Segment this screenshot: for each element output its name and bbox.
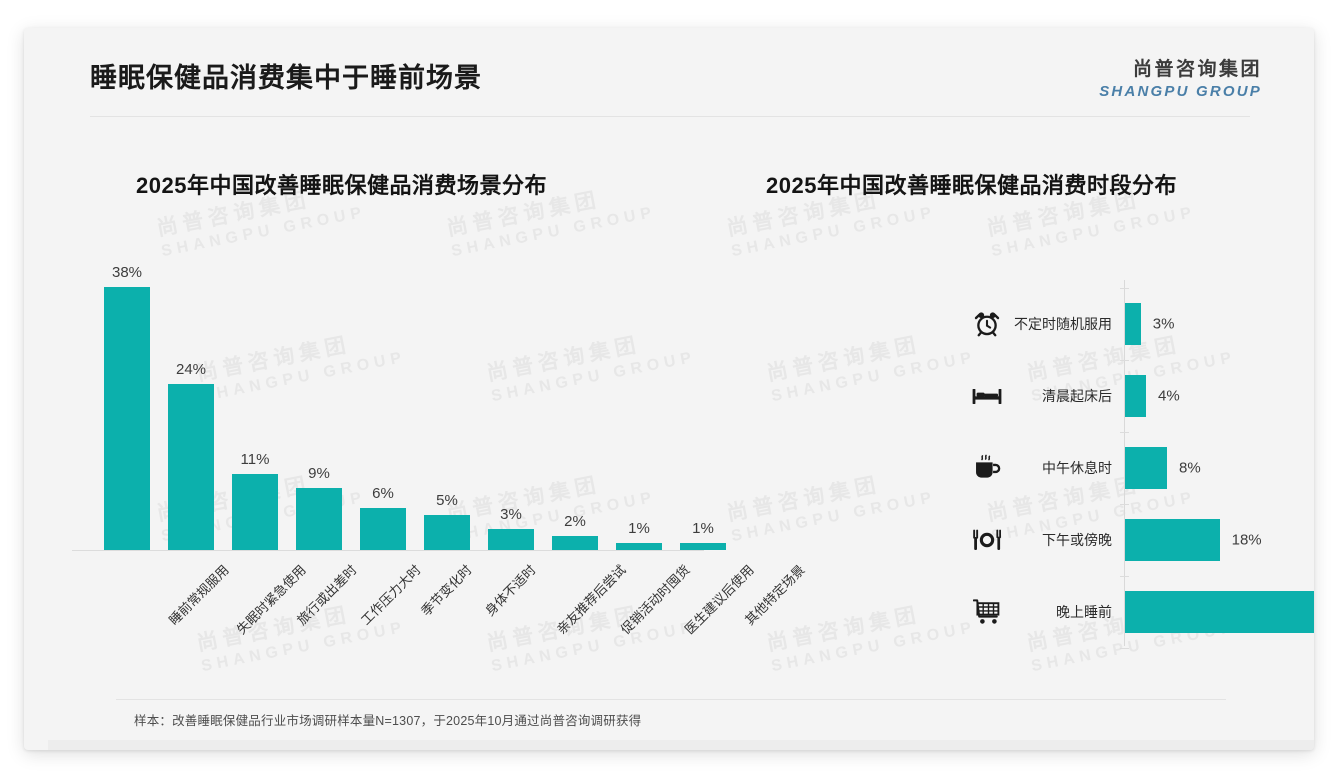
- column-bar-item[interactable]: 5%: [424, 243, 470, 550]
- slide-card: 尚普咨询集团 SHANGPU GROUP 尚普咨询集团 SHANGPU GROUP 尚普…: [24, 28, 1314, 750]
- horizontal-bar-value-label: 3%: [1152, 315, 1175, 333]
- column-bar-item[interactable]: 2%: [552, 243, 598, 550]
- column-bar-item[interactable]: 6%: [360, 243, 406, 550]
- column-bar-value-label: 6%: [372, 485, 394, 503]
- slide-header: 睡眠保健品消费集中于睡前场景 尚普咨询集团 SHANGPU GROUP: [24, 28, 1314, 120]
- column-bar[interactable]: [296, 487, 342, 550]
- bar-axis-tick: [1120, 288, 1129, 289]
- right-chart-title: 2025年中国改善睡眠保健品消费时段分布: [766, 173, 1177, 198]
- bar-axis-tick: [1120, 360, 1129, 361]
- bar-chart-row[interactable]: 下午或傍晚 18%: [724, 504, 1284, 576]
- horizontal-bar[interactable]: [1125, 519, 1220, 561]
- column-category-label: 睡前常规服用: [165, 562, 232, 628]
- dinner-plate-icon: [972, 525, 1002, 555]
- horizontal-bar-value-label: 18%: [1231, 531, 1262, 549]
- column-bar-item[interactable]: 9%: [296, 243, 342, 550]
- footnote-divider: [116, 699, 1226, 700]
- horizontal-bar-value-label: 4%: [1158, 387, 1180, 405]
- alarm-clock-icon: [972, 309, 1002, 339]
- header-divider: [90, 116, 1250, 117]
- column-bar-value-label: 11%: [240, 450, 270, 468]
- bar-category-label: 清晨起床后: [1042, 388, 1112, 404]
- bar-chart-row[interactable]: 中午休息时 8%: [724, 432, 1284, 504]
- column-bar-value-label: 5%: [436, 492, 458, 510]
- column-bar[interactable]: [232, 473, 278, 550]
- column-category-label: 身体不适时: [482, 562, 539, 619]
- logo-english-text: SHANGPU GROUP: [1099, 83, 1262, 100]
- column-bar-value-label: 24%: [175, 360, 207, 378]
- column-category-label: 季节变化时: [418, 562, 475, 619]
- footnote-text: 样本：改善睡眠保健品行业市场调研样本量N=1307，于2025年10月通过尚普咨…: [134, 714, 642, 728]
- bar-axis-tick: [1120, 432, 1129, 433]
- column-chart-baseline: [72, 550, 704, 551]
- column-bar-value-label: 3%: [500, 506, 522, 524]
- scene-distribution-chart: 38% 24% 11% 9% 6% 5% 3% 2% 1% 1%: [64, 243, 726, 563]
- column-chart-category-labels: 睡前常规服用 失眠时紧急使用 旅行或出差时 工作压力大时 季节变化时 身体不适时 亲友推荐后…: [64, 556, 808, 686]
- bar-axis-tick: [1120, 648, 1129, 649]
- bar-chart-row[interactable]: 晚上睡前67%: [724, 576, 1314, 648]
- column-bar[interactable]: [680, 543, 726, 550]
- logo-chinese-text: 尚普咨询集团: [1132, 59, 1262, 80]
- column-bar[interactable]: [424, 515, 470, 550]
- page-title: 睡眠保健品消费集中于睡前场景: [90, 63, 482, 93]
- horizontal-bar[interactable]: [1125, 303, 1141, 345]
- column-bar-item[interactable]: 1%: [680, 243, 726, 550]
- shopping-cart-icon: [972, 597, 1002, 627]
- bar-axis-tick: [1120, 576, 1129, 577]
- bar-chart-axis-line: [1124, 280, 1125, 646]
- bar-axis-tick: [1120, 504, 1129, 505]
- horizontal-bar-value-label: 8%: [1179, 459, 1201, 477]
- column-category-label: 失眠时紧急使用: [233, 562, 309, 638]
- column-bar-value-label: 1%: [628, 520, 650, 538]
- brand-logo: 尚普咨询集团 SHANGPU GROUP: [1099, 54, 1262, 100]
- column-bar[interactable]: [616, 543, 662, 550]
- bar-category-label: 晚上睡前: [1056, 604, 1112, 620]
- horizontal-bar[interactable]: [1125, 591, 1314, 633]
- column-bar-item[interactable]: 38%: [104, 243, 150, 550]
- coffee-mug-icon: [972, 453, 1002, 483]
- horizontal-bar[interactable]: [1125, 447, 1168, 489]
- column-bar-value-label: 2%: [564, 513, 586, 531]
- column-bar-item[interactable]: 11%: [232, 243, 278, 550]
- horizontal-bar[interactable]: [1125, 375, 1147, 417]
- column-bar-item[interactable]: 1%: [616, 243, 662, 550]
- column-bar-value-label: 9%: [308, 464, 330, 482]
- bar-category-label: 不定时随机服用: [1014, 316, 1112, 332]
- column-bar-value-label: 38%: [111, 263, 143, 281]
- bar-chart-row[interactable]: 清晨起床后 4%: [724, 360, 1284, 432]
- column-bar[interactable]: [552, 536, 598, 550]
- column-bar-item[interactable]: 24%: [168, 243, 214, 550]
- bar-category-label: 中午休息时: [1042, 460, 1112, 476]
- left-chart-title: 2025年中国改善睡眠保健品消费场景分布: [136, 173, 547, 198]
- column-bar[interactable]: [168, 383, 214, 550]
- column-plot-area: 38% 24% 11% 9% 6% 5% 3% 2% 1% 1%: [64, 243, 726, 550]
- column-bar[interactable]: [360, 508, 406, 550]
- column-category-label: 工作压力大时: [357, 562, 424, 628]
- column-bar-value-label: 1%: [692, 520, 714, 538]
- bed-icon: [972, 381, 1002, 411]
- bar-chart-row[interactable]: 不定时随机服用 3%: [724, 288, 1284, 360]
- column-bar[interactable]: [104, 286, 150, 550]
- time-distribution-chart: 不定时随机服用 3% 清晨起床后 4% 中午休息时 8% 下午或傍晚 18% 晚上睡前67%: [724, 280, 1314, 660]
- column-bar-item[interactable]: 3%: [488, 243, 534, 550]
- footer-bar: ©2025.12 SHANGPU GROUP www.shangpu-china…: [48, 740, 1314, 750]
- column-bar[interactable]: [488, 529, 534, 550]
- bar-category-label: 下午或傍晚: [1042, 532, 1112, 548]
